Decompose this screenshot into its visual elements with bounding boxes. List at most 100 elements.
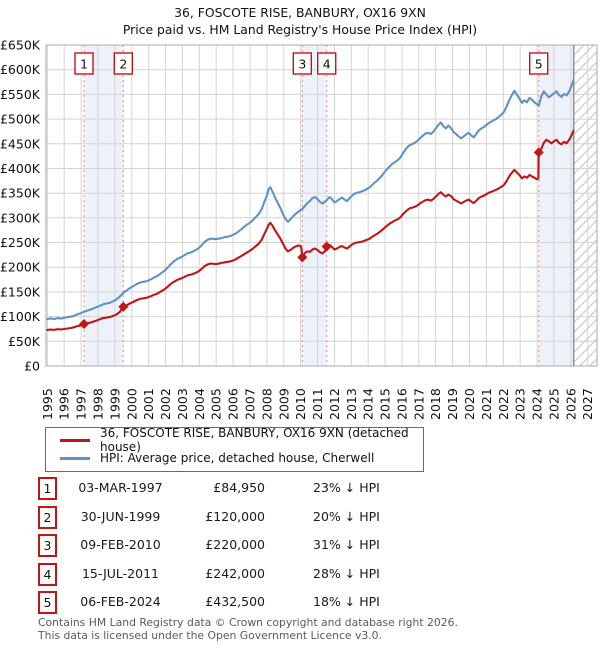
red-line-swatch (60, 438, 90, 442)
sale-price: £432,500 (205, 594, 265, 609)
y-tick-label: £200K (0, 260, 41, 275)
sale-hpi-diff: 20% ↓ HPI (313, 508, 380, 524)
x-tick-label: 2006 (226, 388, 241, 420)
legend-label: HPI: Average price, detached house, Cher… (100, 451, 375, 465)
x-tick-label: 2007 (243, 388, 258, 420)
y-tick-label: £0 (24, 359, 40, 374)
x-tick-label: 2009 (276, 388, 291, 420)
x-tick-label: 1999 (107, 388, 122, 420)
sale-dot (321, 241, 332, 252)
x-tick-label: 2024 (530, 388, 545, 420)
x-tick-label: 2026 (563, 388, 578, 420)
y-tick-label: £150K (0, 284, 41, 299)
sale-marker-box (113, 52, 134, 75)
page-title: 36, FOSCOTE RISE, BANBURY, OX16 9XN (174, 5, 426, 20)
x-tick-label: 2017 (411, 388, 426, 420)
sale-marker-number: 4 (323, 57, 331, 72)
y-tick-label: £250K (0, 235, 41, 250)
x-tick-label: 1997 (74, 388, 89, 420)
y-tick-label: £500K (0, 112, 41, 127)
sale-marker-box (529, 52, 549, 75)
x-tick-label: 2027 (580, 388, 595, 420)
sale-marker-box (292, 52, 312, 75)
sale-number-badge: 5 (38, 591, 57, 614)
table-row: 1 03-MAR-1997 £84,950 23% ↓ HPI (0, 477, 600, 503)
y-tick-label: £450K (0, 136, 41, 151)
legend-label: 36, FOSCOTE RISE, BANBURY, OX16 9XN (det… (100, 426, 409, 454)
x-tick-label: 2016 (395, 388, 410, 420)
price-paid-line (46, 129, 575, 331)
table-row: 3 09-FEB-2010 £220,000 31% ↓ HPI (0, 534, 600, 560)
y-tick-label: £550K (0, 87, 41, 102)
x-tick-label: 2014 (361, 388, 376, 420)
sale-price: £84,950 (213, 480, 265, 495)
license-footer: Contains HM Land Registry data © Crown c… (38, 616, 458, 642)
sale-dot (78, 319, 89, 330)
y-tick-label: £50K (8, 334, 41, 349)
sale-marker-box (74, 52, 94, 75)
footer-line-2: This data is licensed under the Open Gov… (38, 628, 382, 642)
x-tick-label: 2013 (344, 388, 359, 420)
x-tick-label: 1998 (91, 388, 106, 420)
sale-marker-number: 1 (80, 57, 88, 72)
legend-item-price-paid: 36, FOSCOTE RISE, BANBURY, OX16 9XN (det… (46, 426, 423, 454)
sale-hpi-diff: 28% ↓ HPI (313, 565, 380, 581)
sale-date: 15-JUL-2011 (81, 565, 159, 581)
sale-dot (118, 301, 129, 312)
x-tick-label: 2000 (124, 388, 139, 420)
sale-number-badge: 4 (38, 562, 57, 586)
x-tick-label: 2021 (479, 388, 494, 420)
sale-date: 06-FEB-2024 (80, 594, 161, 609)
sale-marker-number: 5 (535, 57, 543, 72)
x-tick-label: 2018 (428, 388, 443, 420)
x-tick-label: 2011 (310, 388, 325, 420)
sale-hpi-diff: 31% ↓ HPI (313, 537, 380, 552)
future-hatch (573, 45, 597, 366)
y-tick-label: £400K (0, 161, 41, 176)
x-tick-label: 2010 (293, 388, 308, 420)
sale-number-badge: 2 (38, 505, 57, 529)
sale-hpi-diff: 23% ↓ HPI (313, 480, 380, 495)
y-tick-label: £300K (0, 210, 41, 225)
y-tick-label: £650K (0, 40, 41, 53)
y-tick-label: £350K (0, 186, 41, 201)
blue-line-swatch (60, 456, 90, 460)
sale-date: 09-FEB-2010 (80, 537, 161, 552)
sales-table: 1 03-MAR-1997 £84,950 23% ↓ HPI 2 30-JUN… (0, 477, 600, 617)
sale-date: 30-JUN-1999 (80, 508, 161, 524)
chart-legend: 36, FOSCOTE RISE, BANBURY, OX16 9XN (det… (45, 426, 424, 472)
x-tick-label: 1996 (57, 388, 72, 420)
x-tick-label: 2015 (378, 388, 393, 420)
x-tick-label: 1995 (40, 388, 55, 420)
sale-marker-number: 2 (119, 57, 127, 72)
x-tick-label: 2003 (175, 388, 190, 420)
hpi-line (46, 79, 575, 321)
y-tick-label: £100K (0, 309, 41, 324)
x-tick-label: 2025 (546, 388, 561, 420)
page-subtitle: Price paid vs. HM Land Registry's House … (122, 22, 478, 37)
ownership-band (84, 45, 124, 366)
sale-price: £120,000 (205, 508, 265, 524)
sale-number-badge: 3 (38, 534, 57, 557)
x-tick-label: 2004 (192, 388, 207, 420)
sale-date: 03-MAR-1997 (78, 480, 163, 495)
footer-line-1: Contains HM Land Registry data © Crown c… (38, 616, 458, 629)
sale-dot (297, 252, 308, 263)
sale-hpi-diff: 18% ↓ HPI (313, 594, 380, 609)
x-tick-label: 2022 (496, 388, 511, 420)
x-tick-label: 2008 (259, 388, 274, 420)
ownership-band (538, 45, 574, 366)
table-row: 5 06-FEB-2024 £432,500 18% ↓ HPI (0, 591, 600, 617)
y-tick-label: £600K (0, 62, 41, 77)
table-row: 4 15-JUL-2011 £242,000 28% ↓ HPI (0, 562, 600, 589)
x-tick-label: 2001 (141, 388, 156, 420)
sale-number-badge: 1 (38, 477, 57, 500)
x-tick-label: 2012 (327, 388, 342, 420)
plot-border (45, 44, 598, 367)
sale-marker-box (317, 52, 337, 75)
sale-dot (533, 147, 544, 158)
x-tick-label: 2002 (158, 388, 173, 420)
x-tick-label: 2019 (445, 388, 460, 420)
table-row: 2 30-JUN-1999 £120,000 20% ↓ HPI (0, 505, 600, 532)
